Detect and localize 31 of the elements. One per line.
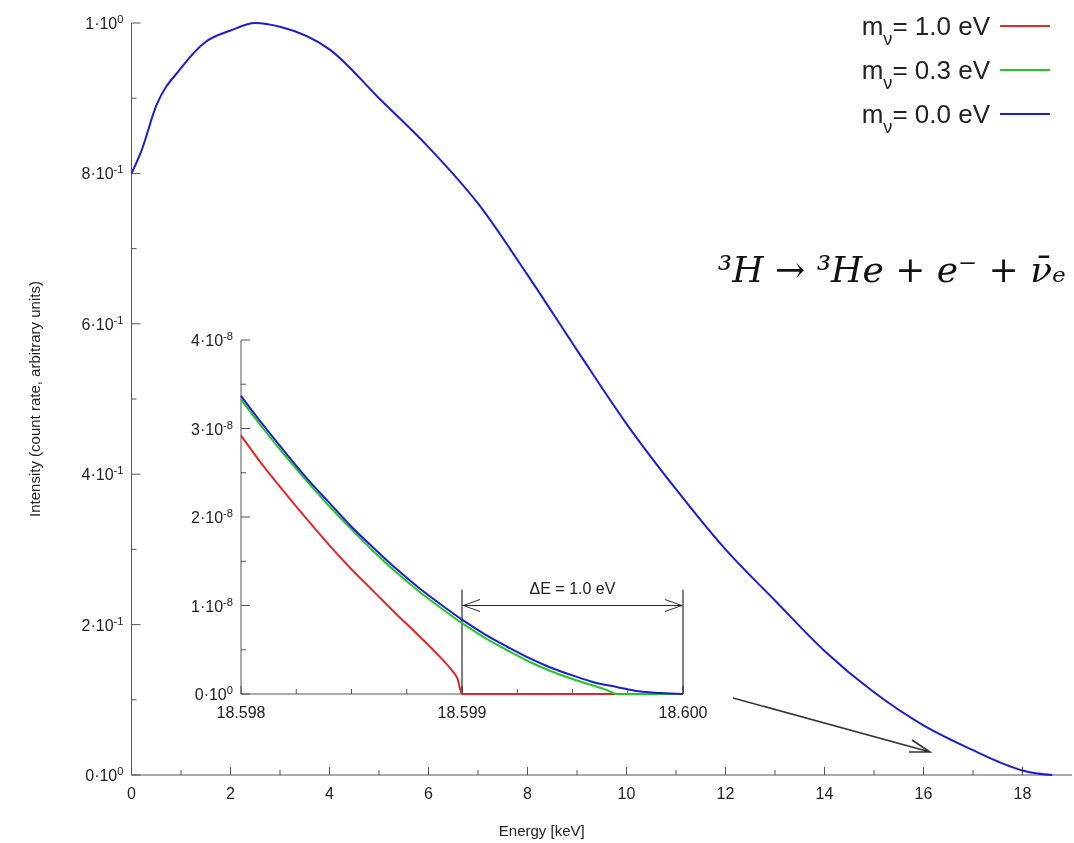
x-tick-label: 16 — [914, 785, 933, 802]
x-tick-label: 18.599 — [437, 704, 487, 721]
x-tick-label: 14 — [815, 785, 834, 802]
y-tick-label: 1·10$^{-8}$ — [191, 595, 233, 615]
x-tick-label: 2 — [226, 785, 236, 802]
y-tick-label: 6·10$^{-1}$ — [81, 313, 124, 333]
y-tick-label: 0·10$^{0}$ — [85, 765, 124, 784]
x-axis-title: Energy [keV] — [498, 822, 585, 839]
x-tick-label: 4 — [325, 785, 335, 802]
y-tick-label: 4·10$^{-1}$ — [81, 464, 124, 484]
x-tick-label: 18.600 — [658, 704, 708, 721]
annotation: ³H → ³He + e⁻ + ν̄ₑ — [717, 249, 1066, 290]
legend-label: m$_{ν}$= 0.3 eV — [861, 55, 991, 93]
y-axis-title: Intensity (count rate, arbitrary units) — [26, 281, 43, 517]
x-tick-label: 12 — [716, 785, 735, 802]
y-tick-label: 0·10$^{0}$ — [194, 684, 233, 703]
y-tick-label: 8·10$^{-1}$ — [81, 163, 124, 183]
legend-label: m$_{ν}$= 0.0 eV — [861, 99, 991, 137]
x-tick-label: 6 — [424, 785, 434, 802]
x-tick-label: 18 — [1013, 785, 1032, 802]
y-tick-label: 1·10$^{0}$ — [85, 13, 124, 32]
annotation: ΔE = 1.0 eV — [529, 579, 616, 597]
x-tick-label: 18.598 — [216, 704, 266, 721]
x-tick-label: 0 — [127, 785, 137, 802]
y-tick-label: 3·10$^{-8}$ — [191, 418, 233, 438]
x-tick-label: 8 — [523, 785, 533, 802]
y-tick-label: 4·10$^{-8}$ — [191, 330, 233, 349]
y-tick-label: 2·10$^{-8}$ — [191, 507, 233, 526]
legend-label: m$_{ν}$= 1.0 eV — [861, 11, 991, 49]
y-tick-label: 2·10$^{-1}$ — [81, 614, 124, 634]
x-tick-label: 10 — [617, 785, 636, 802]
